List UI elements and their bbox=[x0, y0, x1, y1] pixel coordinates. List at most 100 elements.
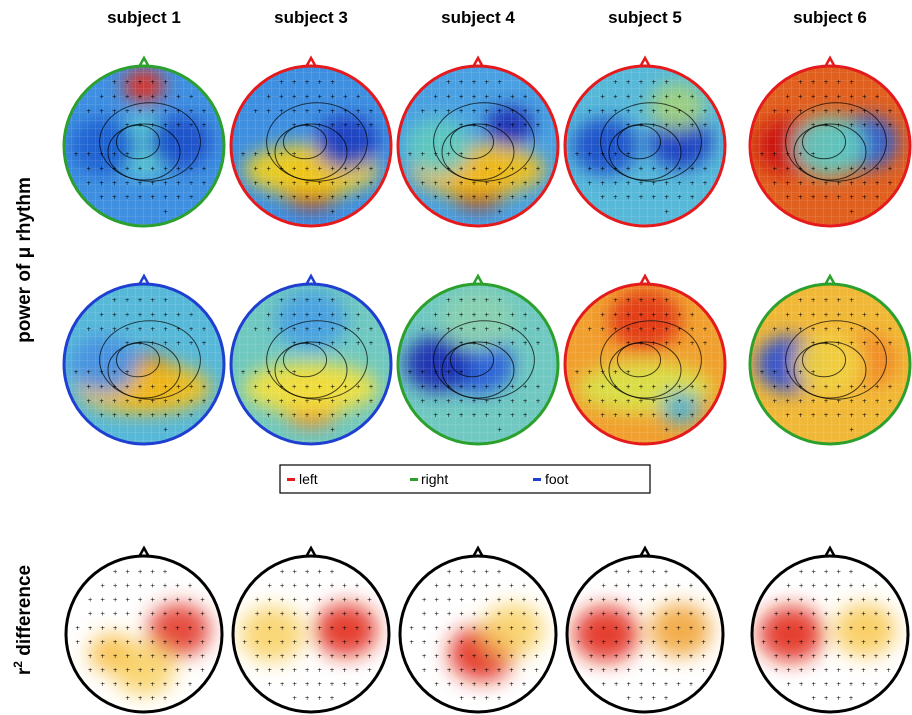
electrode-grid: + + + + + + + + + + + + + + + + + + + + + + + + + + + + + + + + + + + + + + + +… bbox=[73, 79, 206, 216]
electrode-marker: + bbox=[639, 583, 644, 590]
electrode-marker: + bbox=[472, 625, 477, 632]
electrode-marker: + bbox=[786, 639, 791, 646]
electrode-marker: + bbox=[849, 695, 854, 702]
electrode-marker: + bbox=[626, 583, 631, 590]
electrode-marker: + bbox=[886, 611, 891, 618]
electrode-marker: + bbox=[200, 611, 205, 618]
electrode-marker: + bbox=[138, 681, 143, 688]
electrode-marker: + bbox=[613, 398, 618, 405]
electrode-marker: + bbox=[613, 369, 618, 376]
electrode-marker: + bbox=[701, 653, 706, 660]
electrode-marker: + bbox=[626, 108, 631, 115]
electrode-marker: + bbox=[200, 653, 205, 660]
electrode-marker: + bbox=[113, 597, 118, 604]
electrode-marker: + bbox=[676, 583, 681, 590]
electrode-marker: + bbox=[99, 369, 104, 376]
electrode-marker: + bbox=[163, 653, 168, 660]
electrode-marker: + bbox=[651, 597, 656, 604]
electrode-marker: + bbox=[317, 326, 322, 333]
electrode-marker: + bbox=[874, 639, 879, 646]
electrode-marker: + bbox=[676, 653, 681, 660]
electrode-marker: + bbox=[304, 297, 309, 304]
scalp-field: + + + + + + + + + + + + + + + + + + + + + + + + + + + + + + + + + + + + + + + +… bbox=[566, 67, 724, 225]
electrode-marker: + bbox=[434, 597, 439, 604]
electrode-marker: + bbox=[420, 151, 425, 158]
electrode-marker: + bbox=[459, 398, 464, 405]
electrode-marker: + bbox=[811, 194, 816, 201]
electrode-marker: + bbox=[422, 653, 427, 660]
electrode-marker: + bbox=[304, 398, 309, 405]
electrode-marker: + bbox=[690, 412, 695, 419]
electrode-marker: + bbox=[862, 311, 867, 318]
electrode-marker: + bbox=[459, 151, 464, 158]
electrode-marker: + bbox=[330, 427, 335, 434]
electrode-marker: + bbox=[305, 583, 310, 590]
electrode-marker: + bbox=[849, 93, 854, 100]
electrode-marker: + bbox=[689, 611, 694, 618]
electrode-marker: + bbox=[189, 93, 194, 100]
electrode-marker: + bbox=[305, 667, 310, 674]
electrode-marker: + bbox=[163, 667, 168, 674]
electrode-marker: + bbox=[330, 311, 335, 318]
electrode-marker: + bbox=[304, 412, 309, 419]
electrode-marker: + bbox=[497, 625, 502, 632]
electrode-marker: + bbox=[510, 326, 515, 333]
electrode-marker: + bbox=[112, 297, 117, 304]
electrode-marker: + bbox=[798, 79, 803, 86]
electrode-marker: + bbox=[446, 194, 451, 201]
electrode-marker: + bbox=[664, 583, 669, 590]
electrode-marker: + bbox=[189, 340, 194, 347]
electrode-marker: + bbox=[99, 412, 104, 419]
electrode-marker: + bbox=[422, 597, 427, 604]
electrode-marker: + bbox=[343, 180, 348, 187]
electrode-marker: + bbox=[447, 569, 452, 576]
electrode-marker: + bbox=[367, 653, 372, 660]
electrode-marker: + bbox=[99, 108, 104, 115]
electrode-marker: + bbox=[849, 681, 854, 688]
electrode-marker: + bbox=[330, 611, 335, 618]
electrode-marker: + bbox=[759, 151, 764, 158]
electrode-grid: + + + + + + + + + + + + + + + + + + + + + + + + + + + + + + + + + + + + + + + +… bbox=[759, 297, 892, 434]
electrode-marker: + bbox=[317, 611, 322, 618]
electrode-marker: + bbox=[459, 369, 464, 376]
electrode-marker: + bbox=[266, 383, 271, 390]
electrode-marker: + bbox=[292, 398, 297, 405]
electrode-marker: + bbox=[823, 326, 828, 333]
nose-marker bbox=[638, 55, 652, 68]
electrode-marker: + bbox=[292, 151, 297, 158]
electrode-marker: + bbox=[330, 297, 335, 304]
electrode-marker: + bbox=[497, 398, 502, 405]
electrode-marker: + bbox=[886, 597, 891, 604]
electrode-marker: + bbox=[459, 412, 464, 419]
activation-blob bbox=[239, 606, 305, 662]
electrode-marker: + bbox=[305, 681, 310, 688]
head-outline bbox=[565, 554, 725, 714]
electrode-marker: + bbox=[626, 79, 631, 86]
electrode-marker: + bbox=[836, 297, 841, 304]
electrode-marker: + bbox=[626, 611, 631, 618]
electrode-grid: + + + + + + + + + + + + + + + + + + + + + + + + + + + + + + + + + + + + + + + +… bbox=[761, 569, 891, 702]
electrode-grid: + + + + + + + + + + + + + + + + + + + + + + + + + + + + + + + + + + + + + + + +… bbox=[75, 569, 205, 702]
electrode-marker: + bbox=[799, 611, 804, 618]
electrode-marker: + bbox=[664, 122, 669, 129]
electrode-marker: + bbox=[279, 93, 284, 100]
electrode-marker: + bbox=[849, 667, 854, 674]
electrode-marker: + bbox=[798, 412, 803, 419]
electrode-marker: + bbox=[472, 583, 477, 590]
electrode-marker: + bbox=[100, 681, 105, 688]
electrode-marker: + bbox=[875, 340, 880, 347]
electrode-marker: + bbox=[772, 398, 777, 405]
electrode-marker: + bbox=[176, 122, 181, 129]
electrode-marker: + bbox=[690, 383, 695, 390]
electrode-marker: + bbox=[484, 383, 489, 390]
electrode-marker: + bbox=[836, 108, 841, 115]
electrode-marker: + bbox=[664, 625, 669, 632]
electrode-marker: + bbox=[409, 625, 414, 632]
electrode-marker: + bbox=[497, 209, 502, 216]
electrode-marker: + bbox=[112, 93, 117, 100]
electrode-marker: + bbox=[811, 569, 816, 576]
electrode-marker: + bbox=[125, 326, 130, 333]
electrode-marker: + bbox=[600, 165, 605, 172]
electrode-marker: + bbox=[690, 194, 695, 201]
electrode-marker: + bbox=[798, 383, 803, 390]
